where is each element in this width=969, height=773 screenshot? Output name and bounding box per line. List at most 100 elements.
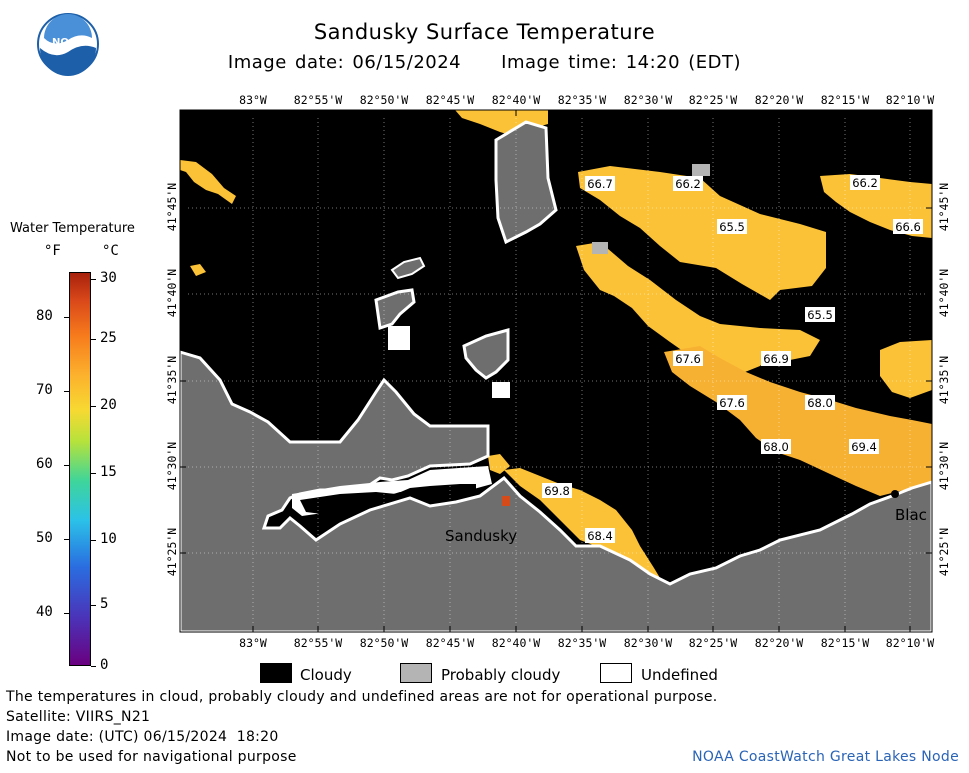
colorbar-tick-c: 10 (100, 531, 117, 547)
colorbar (69, 272, 91, 666)
island-small-2 (390, 256, 426, 280)
island-small-3 (462, 328, 510, 380)
city-label-sandusky: Sandusky (445, 527, 517, 545)
water-blob-left (180, 160, 236, 204)
lat-label: 41°30'N (937, 441, 951, 491)
lon-label: 82°30'W (623, 636, 673, 650)
temp-label: 68.0 (761, 439, 791, 454)
footer-satellite: Satellite: VIIRS_N21 (6, 709, 151, 725)
legend-cloudy: Cloudy (300, 666, 352, 684)
colorbar-tickmark-c (91, 279, 96, 280)
lat-label: 41°40'N (165, 268, 179, 318)
temp-label: 65.5 (805, 307, 835, 322)
undefined-patch-2 (492, 382, 510, 398)
temp-label: 66.9 (761, 351, 791, 366)
svg-text:66.2: 66.2 (852, 176, 878, 190)
temp-label: 67.6 (717, 395, 747, 410)
colorbar-tickmark-c (91, 666, 96, 667)
temp-label: 66.2 (850, 175, 880, 190)
lon-label: 83°W (239, 636, 267, 650)
lon-label: 82°45'W (425, 636, 475, 650)
colorbar-tickmark-f (64, 465, 69, 466)
lon-label: 82°50'W (359, 93, 409, 107)
colorbar-tick-c: 30 (100, 270, 117, 286)
svg-text:65.5: 65.5 (807, 308, 833, 322)
graticule (180, 110, 932, 632)
colorbar-tick-c: 20 (100, 397, 117, 413)
legend-undefined: Undefined (641, 666, 718, 684)
svg-text:69.8: 69.8 (544, 484, 570, 498)
lon-label: 82°15'W (820, 636, 870, 650)
probably-cloudy-areas (374, 120, 710, 398)
water-band-north (578, 166, 826, 300)
footer-navigation: Not to be used for navigational purpose (6, 749, 297, 765)
colorbar-tick-f: 70 (36, 382, 53, 398)
colorbar-unit-f: °F (44, 243, 61, 259)
probably-cloudy-patch-1 (592, 242, 608, 254)
image-time: Image time: 14:20 (EDT) (501, 52, 742, 73)
footer-credit: NOAA CoastWatch Great Lakes Node (692, 749, 959, 765)
city-label-black: Blac (895, 506, 927, 524)
lon-label: 82°10'W (885, 636, 935, 650)
colorbar-tickmark-c (91, 473, 96, 474)
temp-label: 65.5 (717, 219, 747, 234)
temp-label: 66.7 (585, 176, 615, 191)
lon-label: 82°25'W (688, 93, 738, 107)
lon-label: 82°20'W (754, 93, 804, 107)
svg-text:65.5: 65.5 (719, 220, 745, 234)
water-band-middle (576, 242, 820, 374)
image-date: Image date: 06/15/2024 (227, 52, 462, 73)
undefined-patch-1 (388, 326, 410, 350)
colorbar-tick-f: 80 (36, 308, 53, 324)
kelleys-island (494, 120, 558, 245)
lon-label: 82°35'W (557, 636, 607, 650)
svg-text:67.6: 67.6 (719, 396, 745, 410)
image-datetime: Image date: 06/15/2024 Image time: 14:20 … (0, 52, 969, 73)
lon-label: 82°25'W (688, 636, 738, 650)
hot-pixel-sandusky (502, 496, 510, 506)
colorbar-tickmark-c (91, 540, 96, 541)
lon-label: 82°40'W (491, 636, 541, 650)
footer-disclaimer: The temperatures in cloud, probably clou… (6, 689, 718, 705)
svg-text:66.7: 66.7 (587, 177, 613, 191)
colorbar-tickmark-f (64, 613, 69, 614)
colorbar-tickmark-f (64, 391, 69, 392)
colorbar-tickmark-f (64, 539, 69, 540)
lat-label: 41°25'N (165, 527, 179, 577)
temp-label: 66.2 (673, 176, 703, 191)
logo-text: NOAA (52, 37, 84, 48)
lat-label: 41°35'N (165, 355, 179, 405)
map-frame (179, 109, 933, 633)
legend-swatch-probably-cloudy (400, 663, 432, 683)
lon-label: 82°15'W (820, 93, 870, 107)
lon-label: 82°20'W (754, 636, 804, 650)
lon-label: 82°10'W (885, 93, 935, 107)
lat-label: 41°40'N (937, 268, 951, 318)
lon-label: 82°40'W (491, 93, 541, 107)
water-blob-sandusky (488, 454, 510, 474)
cloudy-sandusky-bay (300, 484, 476, 514)
colorbar-tick-f: 60 (36, 456, 53, 472)
frame-ticks (180, 110, 932, 632)
colorbar-tickmark-c (91, 339, 96, 340)
water-band-east-edge (880, 340, 932, 398)
svg-text:66.2: 66.2 (675, 177, 701, 191)
water-band-southeast (664, 346, 932, 496)
colorbar-unit-c: °C (102, 243, 119, 259)
water-blob-left2 (190, 264, 206, 276)
temp-label: 66.6 (893, 219, 923, 234)
colorbar-tickmark-c (91, 406, 96, 407)
footer-utc-date: Image date: (UTC) 06/15/2024 18:20 (6, 729, 279, 745)
legend-swatch-cloudy (260, 663, 292, 683)
colorbar-tick-f: 40 (36, 604, 53, 620)
page-title: Sandusky Surface Temperature (313, 20, 656, 44)
city-dot-black (891, 490, 899, 498)
svg-text:66.9: 66.9 (763, 352, 789, 366)
land-mainland (178, 349, 934, 634)
svg-text:69.4: 69.4 (851, 440, 877, 454)
legend-probably-cloudy: Probably cloudy (441, 666, 561, 684)
colorbar-tick-c: 25 (100, 330, 117, 346)
lon-label: 82°30'W (623, 93, 673, 107)
svg-text:68.4: 68.4 (587, 529, 613, 543)
